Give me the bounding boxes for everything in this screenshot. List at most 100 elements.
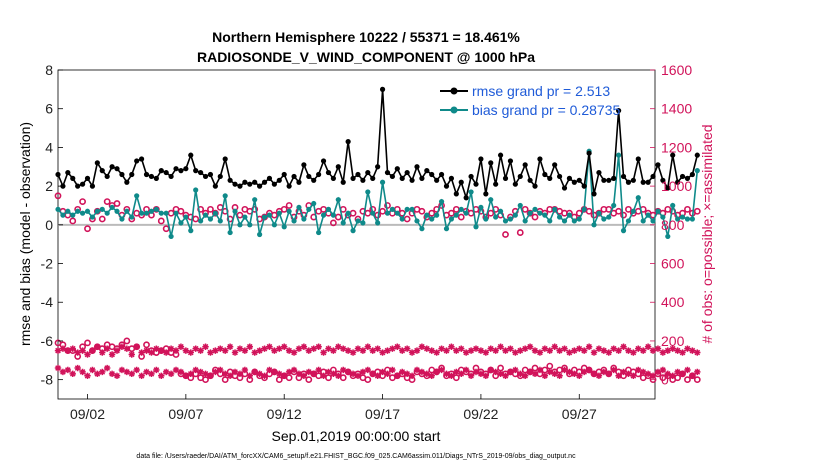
rmse-point — [350, 175, 356, 181]
obs-assimilated-marker — [212, 347, 219, 354]
obs-assimilated-marker — [320, 349, 327, 356]
bias-point — [645, 212, 651, 218]
obs-assimilated-marker — [158, 372, 165, 379]
obs-assimilated-marker — [349, 370, 357, 378]
obs-possible-marker — [457, 213, 465, 221]
obs-assimilated-marker — [364, 366, 372, 374]
obs-assimilated-marker — [512, 349, 519, 356]
obs-possible-marker — [162, 345, 170, 353]
bias-point — [355, 218, 361, 224]
bias-point — [281, 224, 287, 230]
obs-assimilated-marker — [585, 366, 593, 374]
obs-assimilated-marker — [266, 343, 273, 350]
bias-point — [350, 228, 356, 234]
bias-point — [458, 206, 464, 212]
obs-assimilated-marker — [423, 370, 431, 378]
obs-assimilated-marker — [153, 366, 160, 374]
obs-possible-marker — [428, 209, 436, 217]
obs-assimilated-marker — [649, 372, 657, 379]
obs-assimilated-marker — [399, 347, 406, 354]
obs-assimilated-marker — [674, 368, 681, 376]
obs-assimilated-marker — [153, 345, 160, 352]
obs-possible-marker — [79, 343, 86, 351]
rmse-point — [217, 173, 223, 180]
bias-point — [375, 220, 381, 226]
obs-possible-marker — [103, 198, 111, 205]
obs-assimilated-marker — [487, 345, 494, 352]
bias-point — [79, 210, 86, 216]
obs-assimilated-marker — [526, 368, 534, 376]
obs-assimilated-marker — [580, 347, 588, 354]
obs-assimilated-marker — [172, 347, 180, 354]
obs-assimilated-marker — [74, 364, 81, 372]
rmse-point — [552, 162, 558, 168]
chart-title: Northern Hemisphere 10222 / 55371 = 18.4… — [212, 29, 520, 45]
bias-point — [611, 202, 617, 209]
obs-assimilated-marker — [325, 368, 332, 376]
obs-assimilated-marker — [546, 368, 553, 376]
bias-point — [222, 193, 228, 199]
obs-assimilated-marker — [428, 372, 435, 379]
obs-assimilated-marker — [276, 345, 283, 352]
obs-assimilated-marker — [684, 366, 691, 374]
rmse-point — [660, 177, 666, 183]
obs-assimilated-marker — [423, 345, 431, 352]
rmse-point — [114, 166, 120, 172]
obs-assimilated-marker — [443, 370, 450, 378]
bias-point — [94, 208, 100, 214]
rmse-point — [134, 158, 140, 164]
rmse-point — [188, 152, 194, 158]
obs-assimilated-marker — [492, 347, 499, 354]
rmse-point — [394, 166, 400, 172]
rmse-point — [384, 169, 391, 176]
obs-possible-marker — [620, 211, 627, 219]
bias-point — [675, 216, 681, 222]
obs-assimilated-marker — [310, 345, 317, 352]
obs-possible-marker — [693, 376, 701, 384]
obs-possible-marker — [74, 353, 82, 360]
rmse-point — [75, 183, 81, 189]
obs-possible-marker — [418, 207, 426, 215]
rmse-point — [620, 173, 627, 180]
obs-assimilated-marker — [521, 372, 529, 379]
bias-point — [183, 214, 189, 220]
bias-point — [665, 233, 671, 240]
rmse-point — [70, 175, 76, 181]
obs-assimilated-marker — [448, 372, 455, 379]
rmse-point — [276, 177, 282, 183]
obs-assimilated-marker — [664, 347, 671, 354]
rmse-point — [79, 181, 86, 187]
obs-assimilated-marker — [379, 368, 386, 376]
bias-point — [360, 220, 366, 226]
legend-rmse-label: rmse grand pr = 2.513 — [472, 83, 610, 99]
obs-assimilated-marker — [103, 345, 111, 352]
obs-assimilated-marker — [305, 347, 312, 354]
obs-assimilated-marker — [403, 345, 411, 352]
obs-assimilated-marker — [246, 343, 253, 350]
rmse-point — [478, 156, 484, 162]
obs-assimilated-marker — [226, 343, 234, 350]
obs-assimilated-marker — [305, 368, 312, 376]
obs-assimilated-marker — [595, 345, 603, 352]
rmse-point — [547, 175, 553, 181]
obs-assimilated-marker — [620, 343, 627, 350]
rmse-point — [591, 191, 597, 197]
obs-assimilated-marker — [669, 372, 676, 379]
rmse-point — [522, 162, 528, 168]
rmse-point — [94, 160, 100, 166]
y-tick-label-left: 2 — [45, 178, 53, 194]
obs-possible-marker — [98, 345, 106, 353]
rmse-point — [527, 177, 533, 183]
obs-assimilated-marker — [595, 372, 603, 379]
rmse-point — [129, 171, 135, 178]
rmse-point — [537, 156, 543, 162]
rmse-point — [168, 173, 174, 180]
obs-assimilated-marker — [654, 345, 662, 352]
obs-possible-marker — [379, 207, 386, 215]
bias-point — [70, 212, 76, 218]
bias-point — [75, 208, 81, 214]
obs-assimilated-marker — [630, 372, 637, 379]
obs-assimilated-marker — [585, 343, 593, 350]
bias-point — [448, 216, 455, 222]
obs-assimilated-marker — [315, 343, 322, 350]
